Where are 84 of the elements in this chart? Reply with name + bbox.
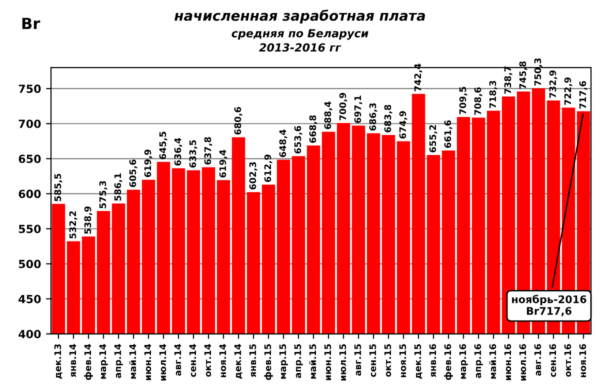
x-tick-label: мар.14 xyxy=(99,344,108,379)
chart-title: начисленная заработная плата xyxy=(174,10,425,24)
x-tick-label: июл.14 xyxy=(159,344,166,381)
x-tick-label: дек.13 xyxy=(54,344,62,379)
x-tick-label: дек.15 xyxy=(414,344,422,379)
x-tick-label: июн.15 xyxy=(324,344,332,380)
data-label: 575,3 xyxy=(99,181,108,208)
y-tick-label: 650 xyxy=(18,154,41,164)
data-label: 717,6 xyxy=(579,81,588,109)
data-label: 532,2 xyxy=(69,211,78,238)
x-tick-label: окт.15 xyxy=(384,344,392,377)
data-label: 636,4 xyxy=(174,138,182,166)
x-tick-label: май.15 xyxy=(309,344,316,379)
data-label: 745,8 xyxy=(519,61,528,89)
data-label: 655,2 xyxy=(429,125,438,152)
x-tick-label: ноя.14 xyxy=(219,344,226,378)
data-label: 661,6 xyxy=(444,120,452,148)
x-tick-label: авг.15 xyxy=(354,344,362,376)
data-label: 637,8 xyxy=(204,137,212,165)
data-label: 619,4 xyxy=(219,150,228,178)
data-label: 605,6 xyxy=(129,160,138,188)
data-label: 708,6 xyxy=(474,87,482,115)
x-tick-label: мар.15 xyxy=(279,344,288,379)
data-label: 683,8 xyxy=(384,104,392,132)
x-tick-label: янв.15 xyxy=(249,344,256,378)
annotation: ноябрь-2016 Br717,6 xyxy=(512,294,586,316)
x-tick-label: июн.16 xyxy=(504,344,512,380)
x-tick-label: апр.15 xyxy=(294,344,303,378)
data-label: 668,8 xyxy=(309,115,318,143)
data-label: 732,9 xyxy=(549,70,558,98)
x-tick-label: апр.14 xyxy=(114,344,123,378)
x-tick-label: ноя.16 xyxy=(579,344,586,378)
data-label: 697,1 xyxy=(354,96,362,123)
x-tick-label: янв.16 xyxy=(429,344,436,378)
data-label: 648,4 xyxy=(279,130,288,158)
data-label: 619,9 xyxy=(144,150,152,178)
x-tick-label: фев.16 xyxy=(444,344,453,380)
x-tick-label: сен.15 xyxy=(369,344,376,377)
data-label: 633,5 xyxy=(189,140,198,168)
data-label: 680,6 xyxy=(234,107,242,135)
data-label: 742,4 xyxy=(414,64,422,92)
data-label: 686,3 xyxy=(369,103,378,131)
y-tick-label: 500 xyxy=(18,260,41,268)
data-label: 674,9 xyxy=(399,111,408,139)
x-tick-label: фев.14 xyxy=(84,344,93,380)
x-tick-label: мар.16 xyxy=(459,344,468,379)
x-tick-label: окт.14 xyxy=(204,344,212,377)
y-tick-label: 400 xyxy=(18,330,41,338)
x-tick-label: июл.15 xyxy=(339,344,346,381)
x-tick-label: фев.15 xyxy=(264,344,273,380)
data-label: 586,1 xyxy=(114,173,122,201)
x-tick-label: сен.14 xyxy=(189,344,196,377)
x-tick-label: июл.16 xyxy=(519,344,526,381)
y-axis-title: Br xyxy=(22,18,40,29)
x-tick-label: окт.16 xyxy=(564,344,572,377)
data-label: 645,5 xyxy=(159,132,168,160)
data-label: 612,9 xyxy=(264,154,272,182)
x-tick-label: апр.16 xyxy=(474,344,483,378)
data-label: 653,6 xyxy=(294,126,302,154)
x-tick-label: янв.14 xyxy=(69,344,76,378)
data-label: 722,9 xyxy=(564,77,572,105)
data-label: 538,9 xyxy=(84,206,92,234)
chart-subtitle: средняя по Беларуси 2013-2016 гг xyxy=(232,29,368,52)
y-tick-label: 550 xyxy=(18,224,41,234)
y-tick-label: 750 xyxy=(18,84,41,93)
y-tick-label: 700 xyxy=(18,120,41,128)
data-label: 709,5 xyxy=(459,86,468,114)
y-tick-label: 600 xyxy=(18,190,41,198)
x-tick-label: май.14 xyxy=(129,344,136,379)
data-label: 602,3 xyxy=(249,162,258,190)
data-label: 585,5 xyxy=(54,174,62,202)
data-label: 688,4 xyxy=(324,102,332,130)
x-tick-label: июн.14 xyxy=(144,344,152,380)
data-label: 700,9 xyxy=(339,92,348,120)
data-label: 738,7 xyxy=(504,66,512,94)
x-tick-label: авг.14 xyxy=(174,344,182,376)
y-tick-label: 450 xyxy=(18,294,41,304)
x-tick-label: май.16 xyxy=(489,344,496,379)
x-tick-label: дек.14 xyxy=(234,344,242,379)
x-tick-label: сен.16 xyxy=(549,344,556,377)
data-label: 750,3 xyxy=(534,58,542,86)
x-tick-label: ноя.15 xyxy=(399,344,406,378)
data-label: 718,3 xyxy=(489,80,498,108)
x-tick-label: авг.16 xyxy=(534,344,542,376)
